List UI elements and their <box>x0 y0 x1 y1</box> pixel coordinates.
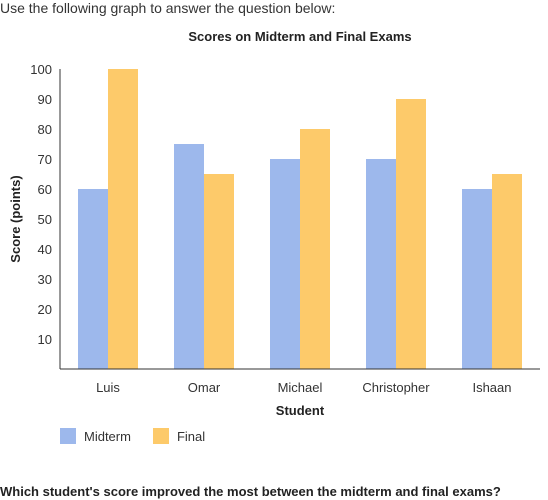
y-tick-label-50: 50 <box>38 212 52 227</box>
bar-final-luis <box>108 69 138 369</box>
y-tick-label-40: 40 <box>38 242 52 257</box>
bar-midterm-omar <box>174 144 204 369</box>
chart-title: Scores on Midterm and Final Exams <box>188 29 411 44</box>
x-tick-label-luis: Luis <box>96 380 120 395</box>
bar-midterm-christopher <box>366 159 396 369</box>
legend-swatch-final <box>152 428 169 444</box>
x-tick-label-ishaan: Ishaan <box>472 380 511 395</box>
legend-swatch-midterm <box>60 428 76 444</box>
bar-midterm-michael <box>270 159 300 369</box>
legend-item-final: Final <box>152 428 206 444</box>
question-text: Which student's score improved the most … <box>0 484 501 499</box>
legend-label-final: Final <box>176 428 206 444</box>
y-tick-label-60: 60 <box>38 182 52 197</box>
bar-chart: Scores on Midterm and Final Exams 10 20 30… <box>8 29 540 418</box>
intro-text: Use the following graph to answer the qu… <box>0 0 336 16</box>
bar-final-christopher <box>396 99 426 369</box>
y-tick-label-70: 70 <box>38 152 52 167</box>
y-tick-label-20: 20 <box>38 302 52 317</box>
x-tick-label-michael: Michael <box>278 380 323 395</box>
y-tick-label-90: 90 <box>38 92 52 107</box>
y-tick-label-100: 100 <box>30 62 52 77</box>
bar-midterm-luis <box>78 189 108 369</box>
legend-label-midterm: Midterm <box>84 428 131 444</box>
bar-final-michael <box>300 129 330 369</box>
x-axis-label: Student <box>276 403 325 418</box>
chart-legend: Midterm Final <box>60 428 227 444</box>
bar-final-ishaan <box>492 174 522 369</box>
x-tick-label-christopher: Christopher <box>362 380 430 395</box>
y-tick-label-30: 30 <box>38 272 52 287</box>
bar-midterm-ishaan <box>462 189 492 369</box>
y-tick-label-80: 80 <box>38 122 52 137</box>
y-tick-label-10: 10 <box>38 332 52 347</box>
legend-item-midterm: Midterm <box>60 428 131 444</box>
bar-final-omar <box>204 174 234 369</box>
y-axis-label: Score (points) <box>8 175 23 262</box>
x-tick-label-omar: Omar <box>188 380 221 395</box>
